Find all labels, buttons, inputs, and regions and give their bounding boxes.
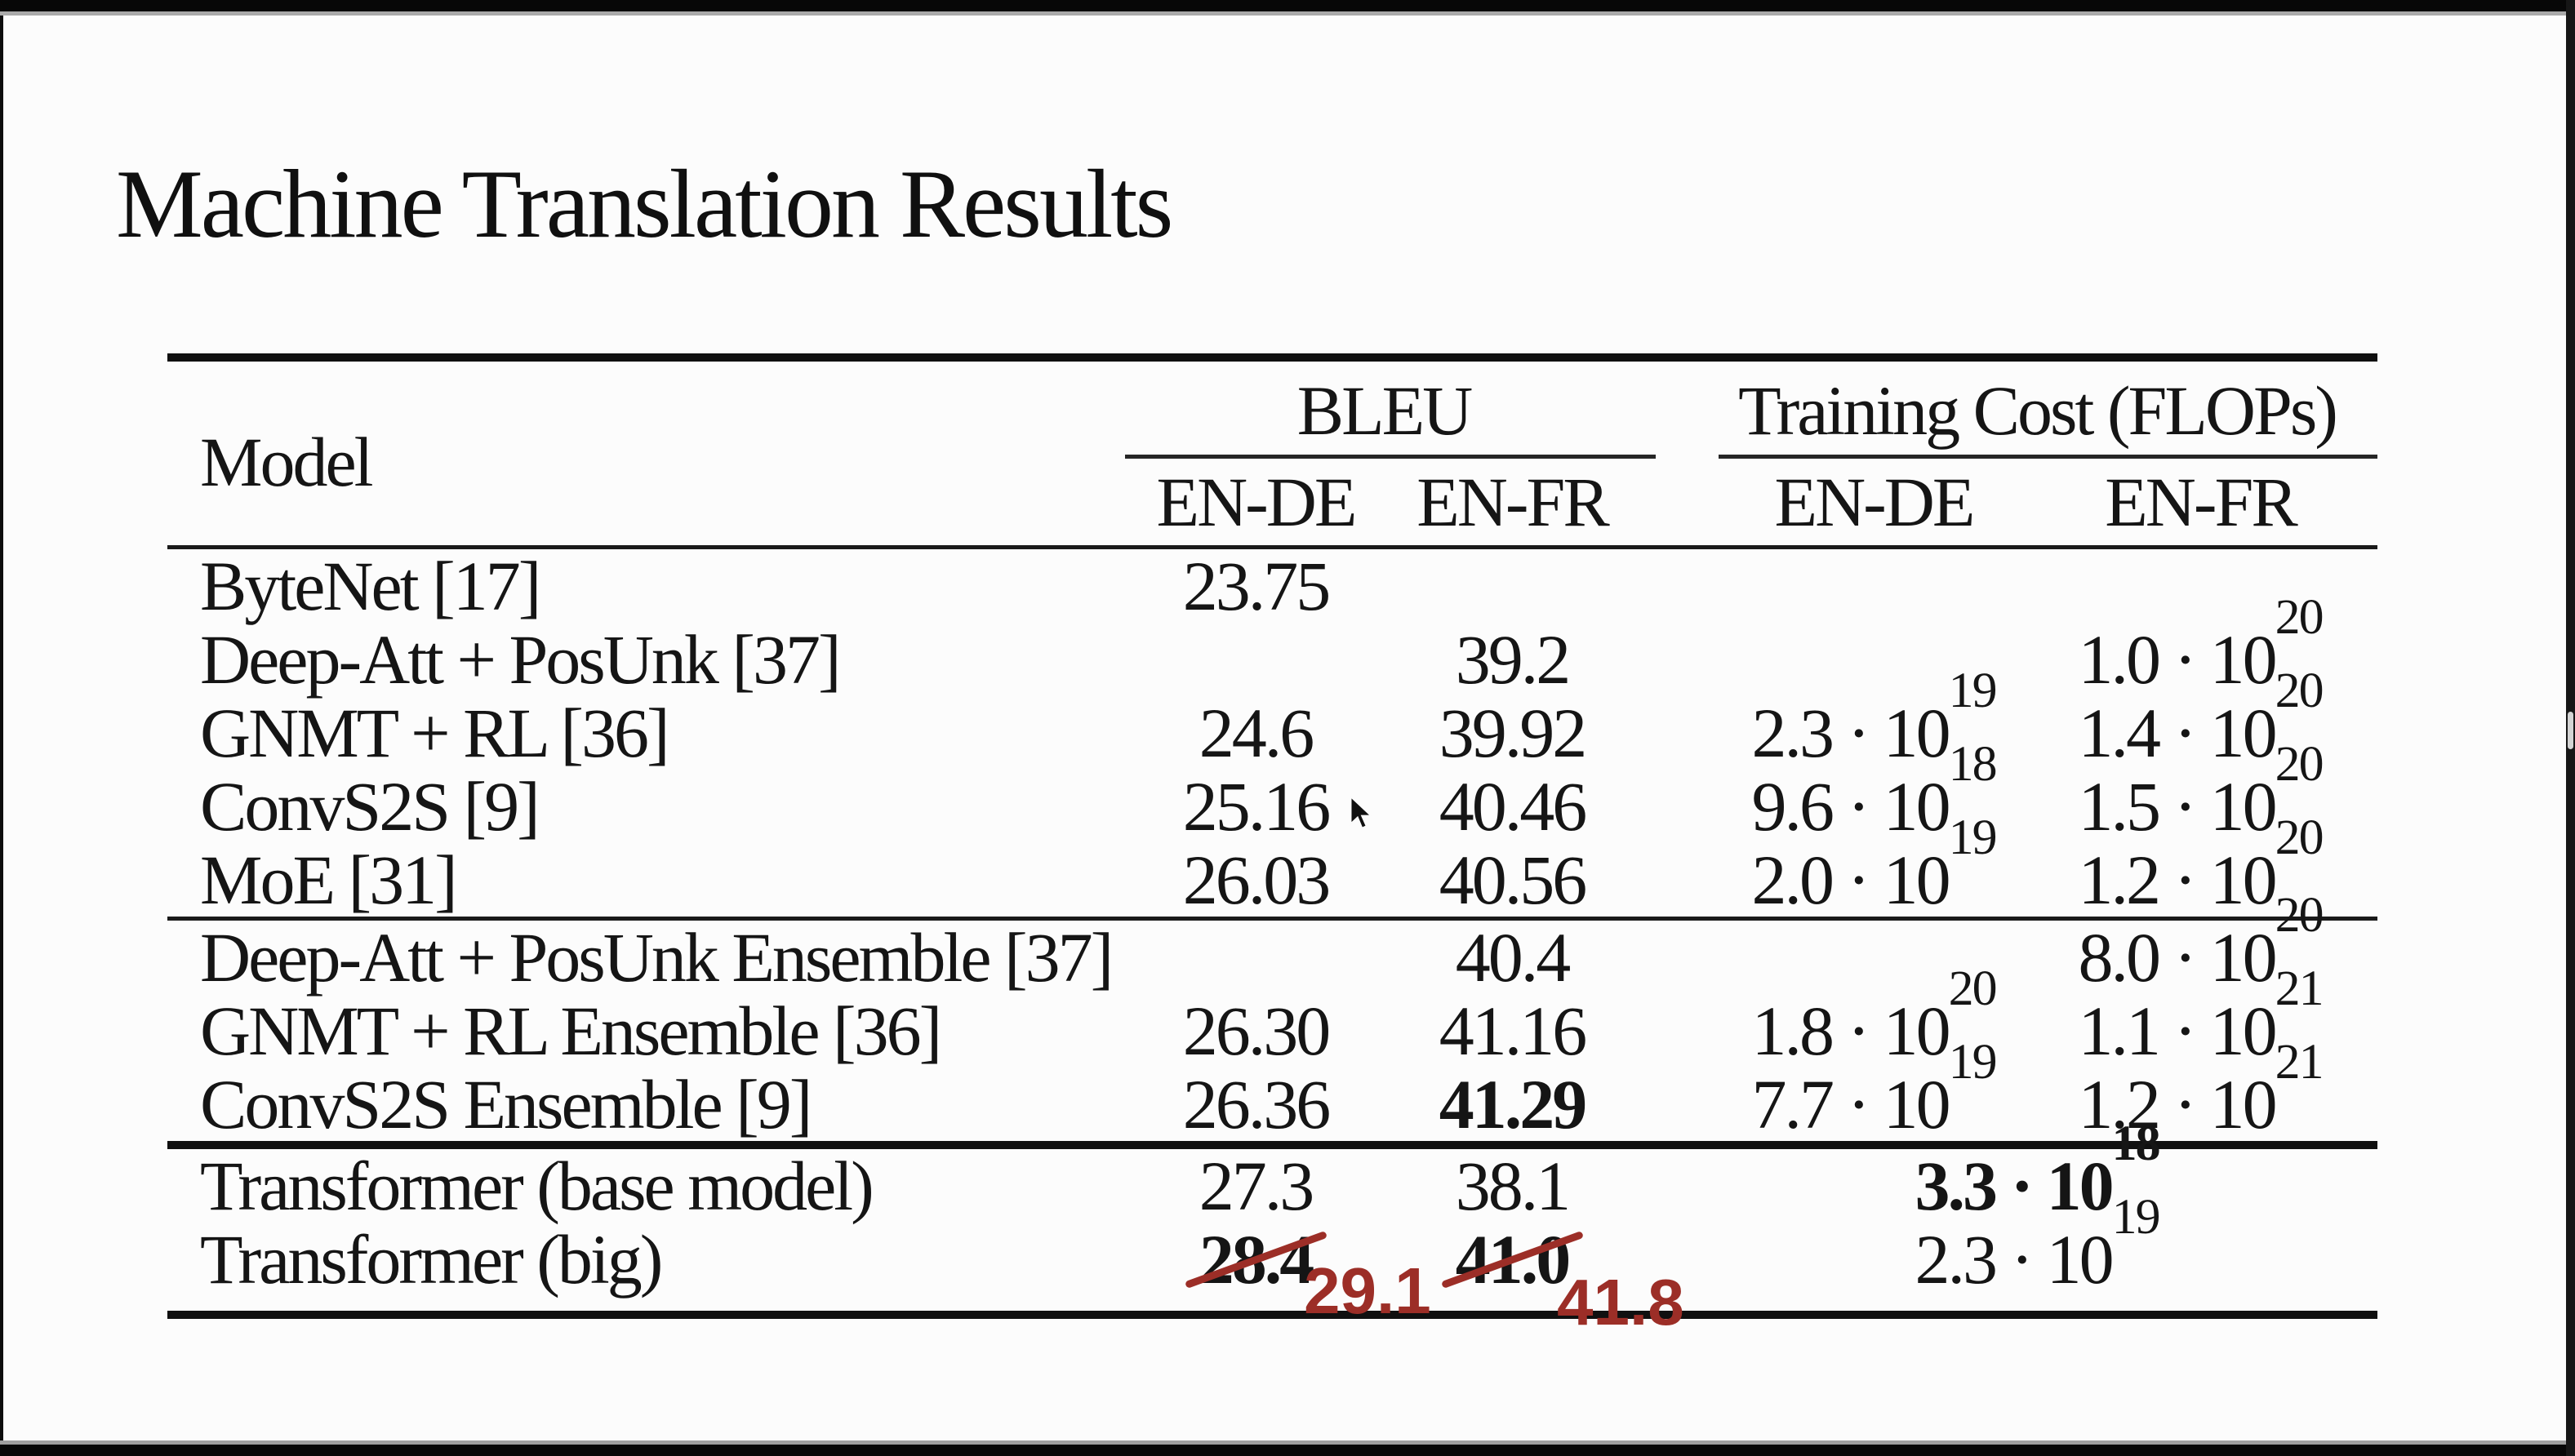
top-bar-shadow <box>0 11 2575 16</box>
bottom-bar-shadow <box>0 1440 2575 1445</box>
subcolumn-bleu-en-fr: EN-FR <box>1416 463 1609 541</box>
annotation-corrected-en-fr: 41.8 <box>1557 1266 1684 1338</box>
value-bleu-ende: 27.3 <box>1199 1147 1314 1225</box>
model-name: GNMT + RL Ensemble [36] <box>200 992 942 1070</box>
table-body: ByteNet [17] 23.75 Deep-Att + PosUnk [37] 3… <box>167 549 2377 1296</box>
table-row: Transformer (base model) 27.3 38.1 3.3 · 10… <box>167 1116 2377 1225</box>
slide-title: Machine Translation Results <box>116 149 1173 258</box>
value-bleu-enfr: 41.0 <box>1341 1223 1683 1296</box>
table-row: GNMT + RL [36] 24.6 39.92 2.3 · 1019 1.4 · 1… <box>167 663 2377 772</box>
model-name: MoE [31] <box>200 841 458 919</box>
value-cost-enfr: 1.5 · 1020 <box>2078 736 2324 846</box>
results-table: Model BLEU Training Cost (FLOPs) EN-DE E… <box>167 353 2377 1319</box>
model-name: Transformer (big) <box>200 1220 663 1298</box>
model-name: GNMT + RL [36] <box>200 694 670 772</box>
value-bleu-enfr: 40.4 <box>1455 918 1571 997</box>
value-cost-ende: 1.8 · 1020 <box>1751 961 1997 1070</box>
value-cost-enfr: 1.1 · 1021 <box>2078 961 2324 1070</box>
value-bleu-ende: 26.30 <box>1182 992 1331 1070</box>
value-cost-ende: 2.0 · 1019 <box>1751 810 1997 919</box>
model-name: ConvS2S Ensemble [9] <box>200 1065 812 1143</box>
value-bleu-ende: 28.4 <box>1084 1223 1427 1296</box>
table-group-2: Transformer (base model) 27.3 38.1 3.3 · 10… <box>167 1116 2377 1298</box>
table-row: MoE [31] 26.03 40.56 2.0 · 1019 1.2 · 1020 <box>167 810 2377 919</box>
scrollbar-thumb[interactable] <box>2568 712 2573 749</box>
annotation-corrected-en-de: 29.1 <box>1304 1254 1431 1327</box>
value-cost-merged: 2.3 · 1019 <box>1915 1189 2160 1298</box>
value-cost-merged: 3.3 · 1018 <box>1915 1116 2160 1225</box>
value-bleu-ende: 26.36 <box>1182 1065 1331 1143</box>
value-cost-ende: 9.6 · 1018 <box>1751 736 1997 846</box>
model-name: Deep-Att + PosUnk [37] <box>200 620 842 699</box>
table-row: ConvS2S [9] 25.16 40.46 9.6 · 1018 1.5 · 102… <box>167 736 2377 846</box>
bottom-letterbox-bar <box>0 1445 2575 1456</box>
value-bleu-ende: 24.6 <box>1199 694 1314 772</box>
model-name: Deep-Att + PosUnk Ensemble [37] <box>200 918 1114 997</box>
value-bleu-enfr: 41.16 <box>1439 992 1587 1070</box>
value-bleu-enfr: 40.46 <box>1439 767 1587 846</box>
table-row: GNMT + RL Ensemble [36] 26.30 41.16 1.8 · 1… <box>167 961 2377 1070</box>
value-bleu-enfr: 41.29 <box>1439 1065 1587 1143</box>
value-cost-enfr: 1.4 · 1020 <box>2078 663 2324 772</box>
subcolumn-cost-en-de: EN-DE <box>1774 463 1976 541</box>
subcolumn-cost-en-fr: EN-FR <box>2105 463 2297 541</box>
mouse-cursor-icon <box>1350 796 1373 830</box>
table-group-1: Deep-Att + PosUnk Ensemble [37] 40.4 8.0 ·… <box>167 887 2377 1143</box>
table-header: Model BLEU Training Cost (FLOPs) EN-DE E… <box>167 353 2377 549</box>
value-bleu-enfr: 39.92 <box>1439 694 1587 772</box>
table-row: Deep-Att + PosUnk Ensemble [37] 40.4 8.0 ·… <box>167 887 2377 997</box>
value-bleu-enfr: 40.56 <box>1439 841 1587 919</box>
value-cost-enfr: 1.2 · 1021 <box>2078 1034 2324 1143</box>
table-bottom-rule <box>167 1311 2377 1319</box>
value-cost-enfr: 1.0 · 1020 <box>2078 589 2324 699</box>
value-cost-ende: 7.7 · 1019 <box>1751 1034 1997 1143</box>
top-letterbox-bar <box>0 0 2575 11</box>
value-bleu-enfr: 38.1 <box>1455 1147 1571 1225</box>
scrollbar-track[interactable] <box>2566 0 2575 1456</box>
value-bleu-ende: 25.16 <box>1182 767 1331 846</box>
table-row: Deep-Att + PosUnk [37] 39.2 1.0 · 1020 <box>167 589 2377 699</box>
bleu-group-rule <box>1125 455 1656 459</box>
table-group-0: ByteNet [17] 23.75 Deep-Att + PosUnk [37] 3… <box>167 549 2377 921</box>
column-header-model: Model <box>200 423 374 501</box>
model-name: ConvS2S [9] <box>200 767 540 846</box>
subcolumn-bleu-en-de: EN-DE <box>1156 463 1358 541</box>
model-name: Transformer (base model) <box>200 1147 874 1225</box>
column-group-training-cost: Training Cost (FLOPs) <box>1738 371 2338 450</box>
value-bleu-ende: 26.03 <box>1182 841 1331 919</box>
table-row: Transformer (big) 28.441.0 2.3 · 1019 <box>167 1189 2377 1298</box>
value-bleu-ende: 23.75 <box>1182 547 1331 625</box>
model-name: ByteNet [17] <box>200 547 541 625</box>
table-row: ConvS2S Ensemble [9] 26.36 41.29 7.7 · 1019… <box>167 1034 2377 1143</box>
value-cost-enfr: 1.2 · 1020 <box>2078 810 2324 919</box>
value-cost-ende: 2.3 · 1019 <box>1751 663 1997 772</box>
left-edge-bar <box>0 0 3 1456</box>
column-group-bleu: BLEU <box>1296 371 1474 450</box>
value-cost-enfr: 8.0 · 1020 <box>2078 887 2324 997</box>
table-row: ByteNet [17] 23.75 <box>167 549 2377 623</box>
value-bleu-enfr: 39.2 <box>1455 620 1571 699</box>
cost-group-rule <box>1719 455 2377 459</box>
